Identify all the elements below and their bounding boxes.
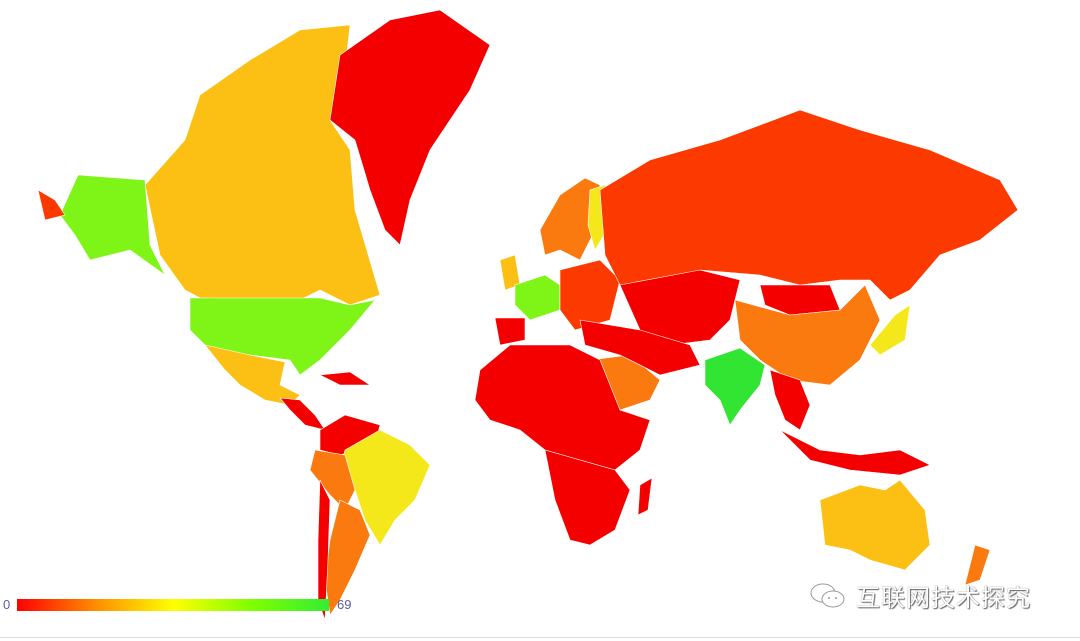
- region-iberia[interactable]: [494, 317, 526, 346]
- region-southeast-asia[interactable]: [769, 369, 811, 431]
- region-indonesia[interactable]: [779, 429, 931, 476]
- region-australia[interactable]: [819, 479, 931, 571]
- region-southern-africa[interactable]: [544, 449, 631, 546]
- region-caribbean[interactable]: [318, 371, 372, 386]
- watermark: 互联网技术探究: [808, 578, 1031, 613]
- region-turkey-iran[interactable]: [579, 319, 701, 376]
- region-greenland[interactable]: [329, 9, 491, 246]
- region-west-europe[interactable]: [514, 274, 561, 321]
- region-japan[interactable]: [869, 304, 911, 356]
- region-new-zealand[interactable]: [964, 544, 991, 586]
- region-east-europe[interactable]: [559, 259, 621, 331]
- region-madagascar[interactable]: [637, 477, 653, 516]
- region-china[interactable]: [734, 284, 881, 386]
- region-canada[interactable]: [144, 24, 381, 306]
- watermark-text: 互联网技术探究: [856, 584, 1031, 612]
- region-india[interactable]: [704, 347, 766, 426]
- legend-gradient-bar: [17, 599, 329, 611]
- wechat-icon: [810, 583, 845, 607]
- region-alaska-west[interactable]: [37, 189, 66, 221]
- region-russia[interactable]: [599, 109, 1019, 301]
- region-north-africa[interactable]: [474, 344, 651, 471]
- region-chile[interactable]: [317, 479, 331, 621]
- region-alaska[interactable]: [59, 174, 166, 276]
- legend-max-label: 69: [337, 597, 352, 612]
- divider: [0, 637, 1080, 638]
- region-central-america[interactable]: [279, 397, 326, 431]
- legend-min-label: 0: [3, 597, 11, 612]
